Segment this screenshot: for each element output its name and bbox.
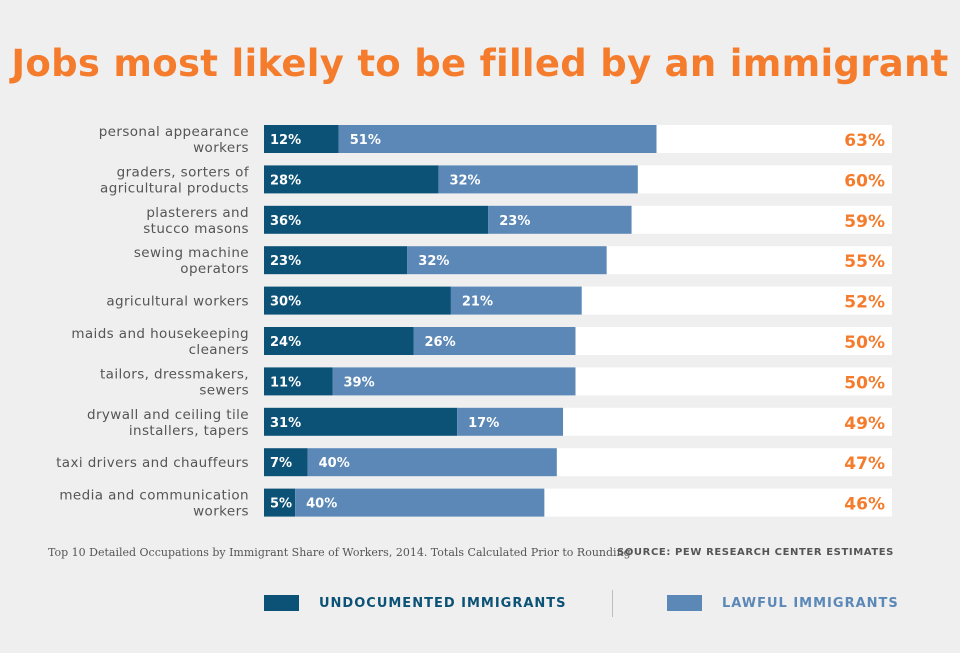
data-label-lawful: 40% [319, 456, 350, 471]
bar-lawful [488, 205, 632, 234]
total-label: 59% [844, 212, 885, 232]
data-label-lawful: 17% [468, 416, 499, 431]
total-label: 47% [844, 454, 885, 474]
data-label-undocumented: 23% [270, 254, 301, 269]
category-label: graders, sorters of agricultural products [100, 164, 250, 196]
data-label-undocumented: 30% [270, 295, 301, 310]
bar-lawful [332, 367, 576, 396]
source-note: SOURCE: PEW RESEARCH CENTER ESTIMATES [617, 547, 894, 558]
bar-lawful [295, 488, 545, 517]
bar-undocumented [264, 286, 451, 315]
total-label: 49% [844, 414, 885, 434]
bar-chart: personal appearance workers 12% 51% 63% grade… [56, 124, 892, 520]
chart-title: Jobs most likely to be filled by an immi… [11, 42, 949, 85]
total-label: 55% [844, 252, 885, 272]
data-label-lawful: 21% [462, 295, 493, 310]
bar-undocumented [264, 488, 296, 517]
category-label: agricultural workers [106, 294, 249, 310]
legend-divider [612, 590, 613, 617]
bar-undocumented [264, 205, 489, 234]
bar-lawful [450, 286, 582, 315]
data-label-undocumented: 36% [270, 214, 301, 229]
bar-undocumented [264, 407, 458, 436]
bar-lawful [407, 246, 607, 275]
data-label-undocumented: 5% [270, 497, 292, 512]
data-label-undocumented: 7% [270, 456, 292, 471]
legend-undocumented: UNDOCUMENTED IMMIGRANTS [264, 595, 567, 611]
data-label-lawful: 26% [425, 335, 456, 350]
data-label-lawful: 32% [449, 173, 480, 188]
legend-label-undocumented: UNDOCUMENTED IMMIGRANTS [319, 595, 567, 611]
bar-undocumented [264, 448, 308, 477]
data-label-undocumented: 31% [270, 416, 301, 431]
total-label: 52% [844, 293, 885, 313]
bar-undocumented [264, 165, 439, 194]
category-label: maids and housekeeping cleaners [71, 326, 249, 358]
data-label-lawful: 40% [306, 497, 337, 512]
bar-lawful [338, 125, 657, 153]
category-label: sewing machine operators [134, 245, 249, 277]
legend-swatch-lawful [667, 595, 702, 611]
bar-undocumented [264, 246, 408, 275]
bar-lawful [438, 165, 638, 194]
total-label: 50% [844, 373, 885, 393]
bar-lawful [457, 407, 564, 436]
bar-lawful [413, 327, 576, 355]
total-label: 63% [844, 131, 885, 151]
data-label-lawful: 51% [350, 133, 381, 148]
data-label-undocumented: 12% [270, 133, 301, 148]
legend-swatch-undocumented [264, 595, 299, 611]
category-label: taxi drivers and chauffeurs [56, 455, 249, 471]
data-label-undocumented: 28% [270, 173, 301, 188]
data-label-lawful: 39% [344, 375, 375, 390]
footnote: Top 10 Detailed Occupations by Immigrant… [48, 546, 631, 559]
data-label-undocumented: 24% [270, 335, 301, 350]
data-label-lawful: 23% [499, 214, 530, 229]
category-label: plasterers and stucco masons [143, 205, 249, 237]
data-label-undocumented: 11% [270, 375, 301, 390]
data-label-lawful: 32% [418, 254, 449, 269]
category-label: personal appearance workers [99, 124, 249, 156]
category-label: media and communication workers [59, 488, 249, 520]
total-label: 60% [844, 171, 885, 191]
legend-label-lawful: LAWFUL IMMIGRANTS [722, 595, 899, 611]
bar-undocumented [264, 327, 414, 355]
category-label: drywall and ceiling tile installers, tape… [87, 407, 249, 439]
bar-undocumented [264, 125, 339, 153]
bar-undocumented [264, 367, 333, 396]
total-label: 46% [844, 495, 885, 515]
bar-lawful [307, 448, 557, 477]
category-label: tailors, dressmakers, sewers [100, 366, 249, 398]
legend-lawful: LAWFUL IMMIGRANTS [667, 595, 899, 611]
total-label: 50% [844, 333, 885, 353]
